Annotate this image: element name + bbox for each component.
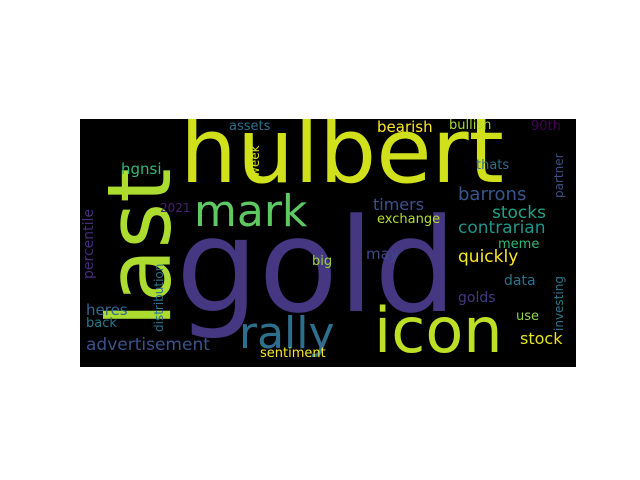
word-barrons: barrons — [458, 184, 527, 205]
word-stocks: stocks — [492, 203, 546, 223]
word-meme: meme — [498, 237, 540, 252]
word-may: may — [366, 245, 399, 263]
word-cloud: gold hulbert last icon rally mark barron… — [80, 119, 576, 367]
word-hgnsi: hgnsi — [121, 160, 162, 178]
word-hulbert: hulbert — [180, 119, 504, 204]
word-rally: rally — [239, 308, 335, 359]
word-back: back — [86, 316, 117, 331]
word-heres: heres — [86, 301, 128, 319]
word-sentiment: sentiment — [260, 346, 326, 361]
word-investing: investing — [552, 276, 566, 331]
word-partner: partner — [552, 153, 566, 198]
word-stock: stock — [520, 329, 563, 348]
word-big: big — [312, 254, 333, 269]
word-bearish: bearish — [377, 119, 433, 136]
word-icon: icon — [374, 294, 503, 367]
word-assets: assets — [229, 119, 271, 134]
word-advertisement: advertisement — [86, 335, 210, 355]
word-distribution: distribution — [152, 263, 166, 332]
word-use: use — [516, 309, 540, 324]
word-contrarian: contrarian — [458, 218, 546, 238]
word-gold: gold — [176, 190, 457, 342]
word-mark: mark — [194, 186, 308, 237]
word-2021: 2021 — [160, 201, 191, 215]
word-90th: 90th — [531, 119, 561, 134]
word-golds: golds — [458, 290, 496, 306]
word-thats: thats — [476, 158, 510, 173]
word-percentile: percentile — [81, 208, 97, 279]
word-timers: timers — [373, 195, 425, 214]
word-data: data — [504, 273, 536, 289]
word-quickly: quickly — [458, 247, 519, 267]
word-bullish: bullish — [449, 119, 492, 133]
word-week: week — [248, 145, 262, 177]
word-exchange: exchange — [377, 212, 441, 227]
